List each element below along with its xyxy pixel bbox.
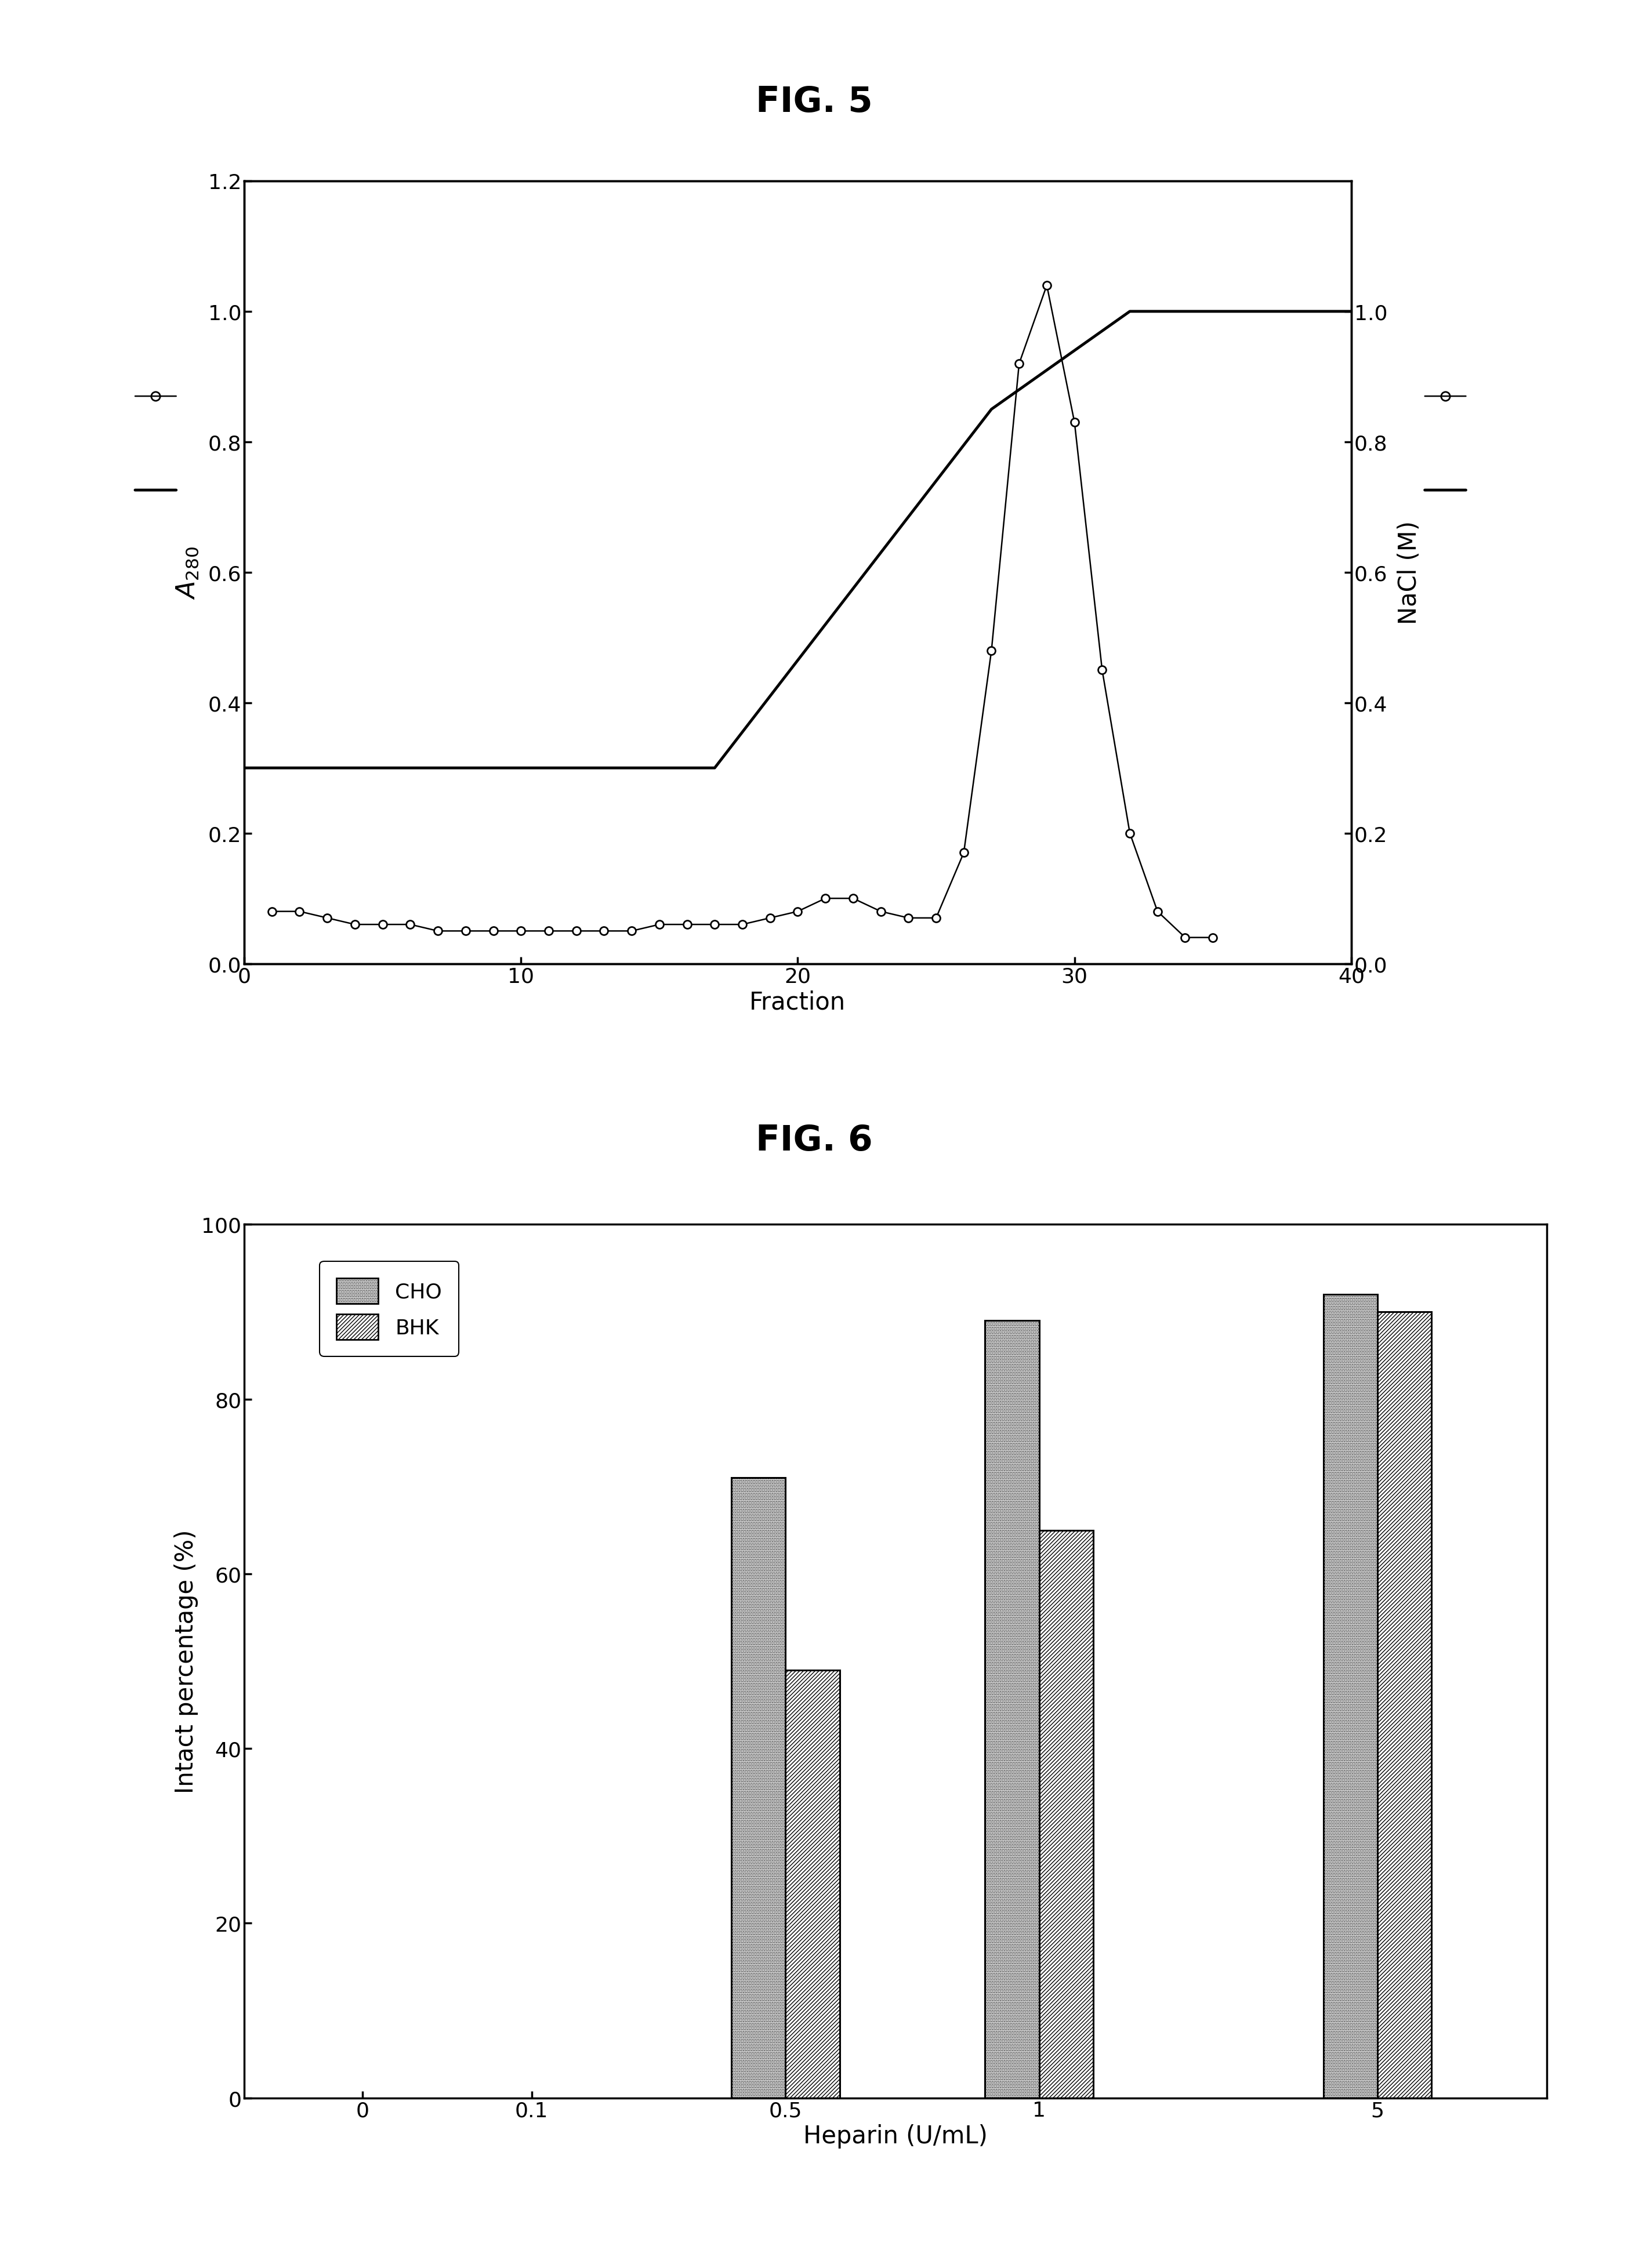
Y-axis label: $A_{280}$: $A_{280}$ [174,547,200,599]
Bar [785,1669,840,2098]
Y-axis label: Intact percentage (%): Intact percentage (%) [174,1529,199,1794]
Bar [1324,1295,1377,2098]
Bar [1039,1531,1094,2098]
X-axis label: Fraction: Fraction [749,989,847,1014]
Legend: CHO, BHK: CHO, BHK [319,1261,459,1356]
Bar [731,1479,785,2098]
Bar [1377,1311,1431,2098]
Text: FIG. 6: FIG. 6 [755,1123,873,1159]
Bar [985,1320,1039,2098]
Y-axis label: NaCl (M): NaCl (M) [1397,522,1421,624]
Text: FIG. 5: FIG. 5 [755,84,873,120]
X-axis label: Heparin (U/mL): Heparin (U/mL) [803,2123,988,2148]
